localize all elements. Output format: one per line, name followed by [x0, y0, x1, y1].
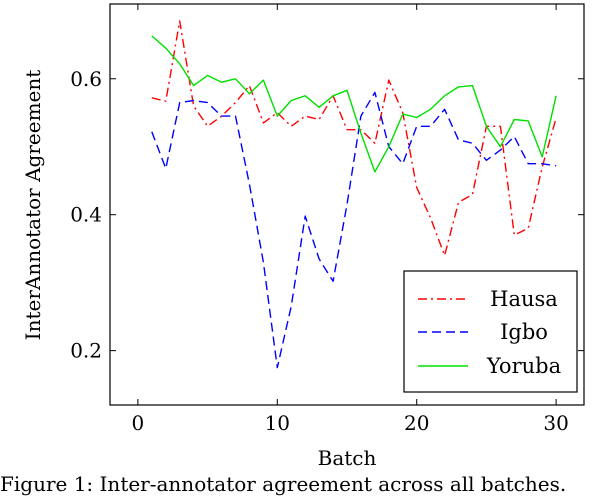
y-tick-label: 0.6	[70, 67, 102, 91]
legend-label-yoruba: Yoruba	[486, 354, 561, 378]
x-tick-label: 30	[543, 411, 568, 435]
plot-frame	[109, 3, 585, 406]
legend: Hausa Igbo Yoruba	[403, 270, 578, 393]
y-tick-label: 0.2	[70, 339, 102, 363]
figure-caption: Figure 1: Inter-annotator agreement acro…	[0, 472, 567, 496]
chart: 0 10 20 30 0.2 0.4 0.6 Batch InterAnnotator Ag…	[21, 3, 585, 470]
series-line-igbo	[151, 91, 557, 369]
y-tick-label: 0.4	[70, 203, 102, 227]
legend-label-igbo: Igbo	[500, 320, 548, 344]
x-tick-label: 0	[132, 411, 145, 435]
series-line-yoruba	[151, 35, 557, 173]
legend-label-hausa: Hausa	[490, 287, 558, 311]
axis-ticks: 0 10 20 30 0.2 0.4 0.6	[70, 4, 584, 435]
series-line-hausa	[151, 20, 557, 257]
y-axis-label: InterAnnotator Agreement	[21, 70, 45, 341]
x-tick-label: 20	[404, 411, 429, 435]
series-layer	[151, 20, 557, 369]
x-axis-label: Batch	[318, 446, 377, 470]
x-tick-label: 10	[265, 411, 290, 435]
